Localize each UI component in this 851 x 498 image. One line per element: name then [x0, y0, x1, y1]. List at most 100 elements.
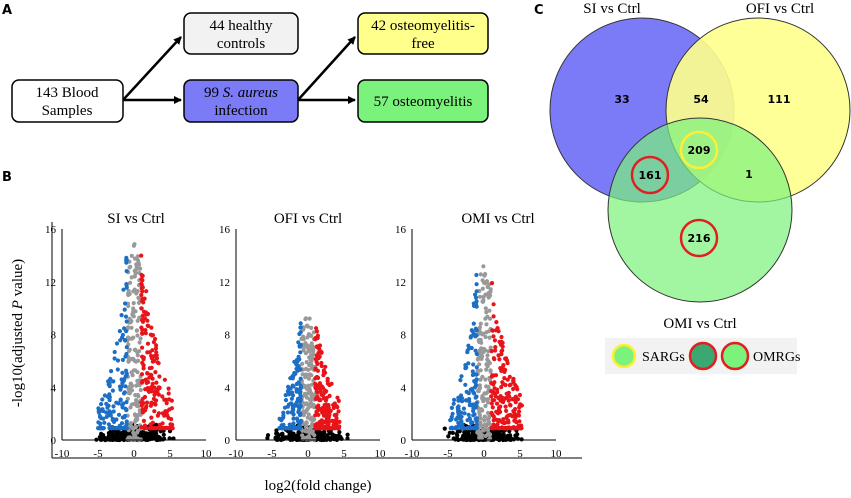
volcano-point-down [456, 404, 461, 409]
box-osteomyelitis-free: 42 osteomyelitis- free [357, 12, 489, 55]
volcano-point-down [468, 335, 473, 340]
volcano-point-ns [127, 391, 132, 396]
volcano-point-ns-low [158, 429, 163, 434]
volcano-point-up [313, 396, 318, 401]
volcano-point-ns [309, 392, 314, 397]
volcano-point-down [111, 404, 116, 409]
volcano-point-ns [307, 403, 312, 408]
volcano-point-down [298, 325, 303, 330]
volcano-point-ns-low [338, 434, 343, 439]
volcano-point-ns [477, 362, 482, 367]
volcano-point-ns [475, 388, 480, 393]
volcano-point-ns [138, 336, 143, 341]
volcano-point-up [497, 418, 502, 423]
volcano-point-up [519, 423, 524, 428]
volcano-point-ns [487, 316, 493, 321]
volcano-point-up [320, 407, 325, 412]
volcano-point-up [146, 389, 152, 394]
volcano-point-up [504, 358, 510, 363]
volcano-point-down [281, 426, 286, 431]
volcano-point-up [314, 326, 319, 331]
volcano-point-up [160, 394, 165, 399]
volcano-point-up [504, 408, 509, 413]
volcano-point-ns [131, 289, 136, 294]
volcano-point-ns [135, 333, 140, 338]
volcano-point-ns [134, 383, 139, 388]
volcano-point-ns [487, 436, 493, 441]
volcano-plots: -log10(adjusted P value) log2(fold chang… [10, 211, 582, 494]
volcano-point-down [123, 354, 128, 359]
volcano-point-up [503, 382, 508, 388]
volcano-point-ns [483, 334, 488, 340]
volcano-point-down [114, 341, 120, 346]
volcano-point-up [160, 421, 165, 426]
volcano-point-ns [477, 410, 482, 415]
volcano-point-up [499, 385, 504, 390]
volcano-point-up [500, 344, 505, 349]
volcano-point-ns [486, 349, 491, 354]
volcano-point-down [120, 426, 125, 431]
volcano-xtick: -5 [443, 448, 453, 460]
volcano-point-up [499, 349, 504, 354]
volcano-point-ns-low [324, 436, 330, 441]
volcano-point-up [320, 385, 326, 390]
volcano-point-down [119, 384, 124, 389]
volcano-point-down [116, 412, 122, 417]
volcano-point-down [465, 426, 470, 431]
volcano-point-up [514, 384, 519, 390]
volcano-point-ns [305, 345, 310, 350]
volcano-point-ns [126, 435, 131, 440]
volcano-point-down [112, 426, 117, 431]
volcano-point-ns [306, 412, 311, 417]
volcano-point-ns-low [274, 428, 279, 433]
volcano-point-up [152, 358, 157, 363]
volcano-point-ns [132, 256, 138, 261]
volcano-point-up [494, 409, 499, 414]
volcano-point-down [470, 426, 475, 431]
volcano-point-down [290, 406, 295, 411]
volcano-point-up [325, 420, 330, 425]
volcano-point-up [318, 389, 323, 394]
volcano-point-ns [478, 272, 483, 277]
volcano-point-ns [306, 434, 312, 439]
volcano-point-down [466, 391, 471, 396]
volcano-point-up [493, 348, 498, 353]
volcano-ytick: 12 [219, 277, 230, 289]
volcano-point-down [123, 301, 128, 306]
volcano-point-up [145, 323, 150, 328]
volcano-point-down [96, 406, 101, 411]
volcano-point-down [291, 421, 296, 426]
volcano-point-up [321, 413, 327, 418]
volcano-point-down [118, 338, 123, 343]
volcano-point-up [164, 410, 169, 416]
volcano-point-ns [480, 299, 486, 304]
volcano-panel-omi: OMI vs Ctrl 0 4 8 12 16 -10 -5 0 5 10 [395, 211, 562, 460]
volcano-point-up [334, 412, 339, 417]
volcano-point-down [294, 366, 299, 371]
volcano-point-up [166, 391, 171, 396]
volcano-point-up [491, 302, 496, 307]
volcano-point-down [287, 422, 292, 427]
volcano-point-down [117, 329, 122, 334]
volcano-point-up [139, 286, 144, 291]
volcano-point-down [470, 329, 475, 334]
volcano-point-down [285, 410, 290, 415]
panel-label-c: C [534, 3, 544, 18]
volcano-point-ns-low [265, 433, 271, 438]
volcano-point-up [489, 401, 494, 406]
volcano-point-ns [132, 412, 138, 417]
volcano-point-up [316, 356, 321, 361]
volcano-point-down [295, 387, 300, 392]
volcano-point-up [326, 403, 331, 408]
volcano-point-ns-low [519, 437, 524, 442]
volcano-point-up [151, 340, 156, 345]
volcano-point-ns-low [502, 435, 507, 440]
volcano-point-ns [485, 410, 491, 416]
volcano-point-ns [127, 336, 132, 341]
volcano-point-up [335, 395, 340, 400]
venn-count-si-omi: 161 [639, 169, 662, 182]
volcano-point-down [467, 397, 472, 402]
volcano-xtick: 5 [517, 448, 523, 460]
volcano-point-down [96, 410, 102, 415]
volcano-point-down [474, 299, 479, 304]
